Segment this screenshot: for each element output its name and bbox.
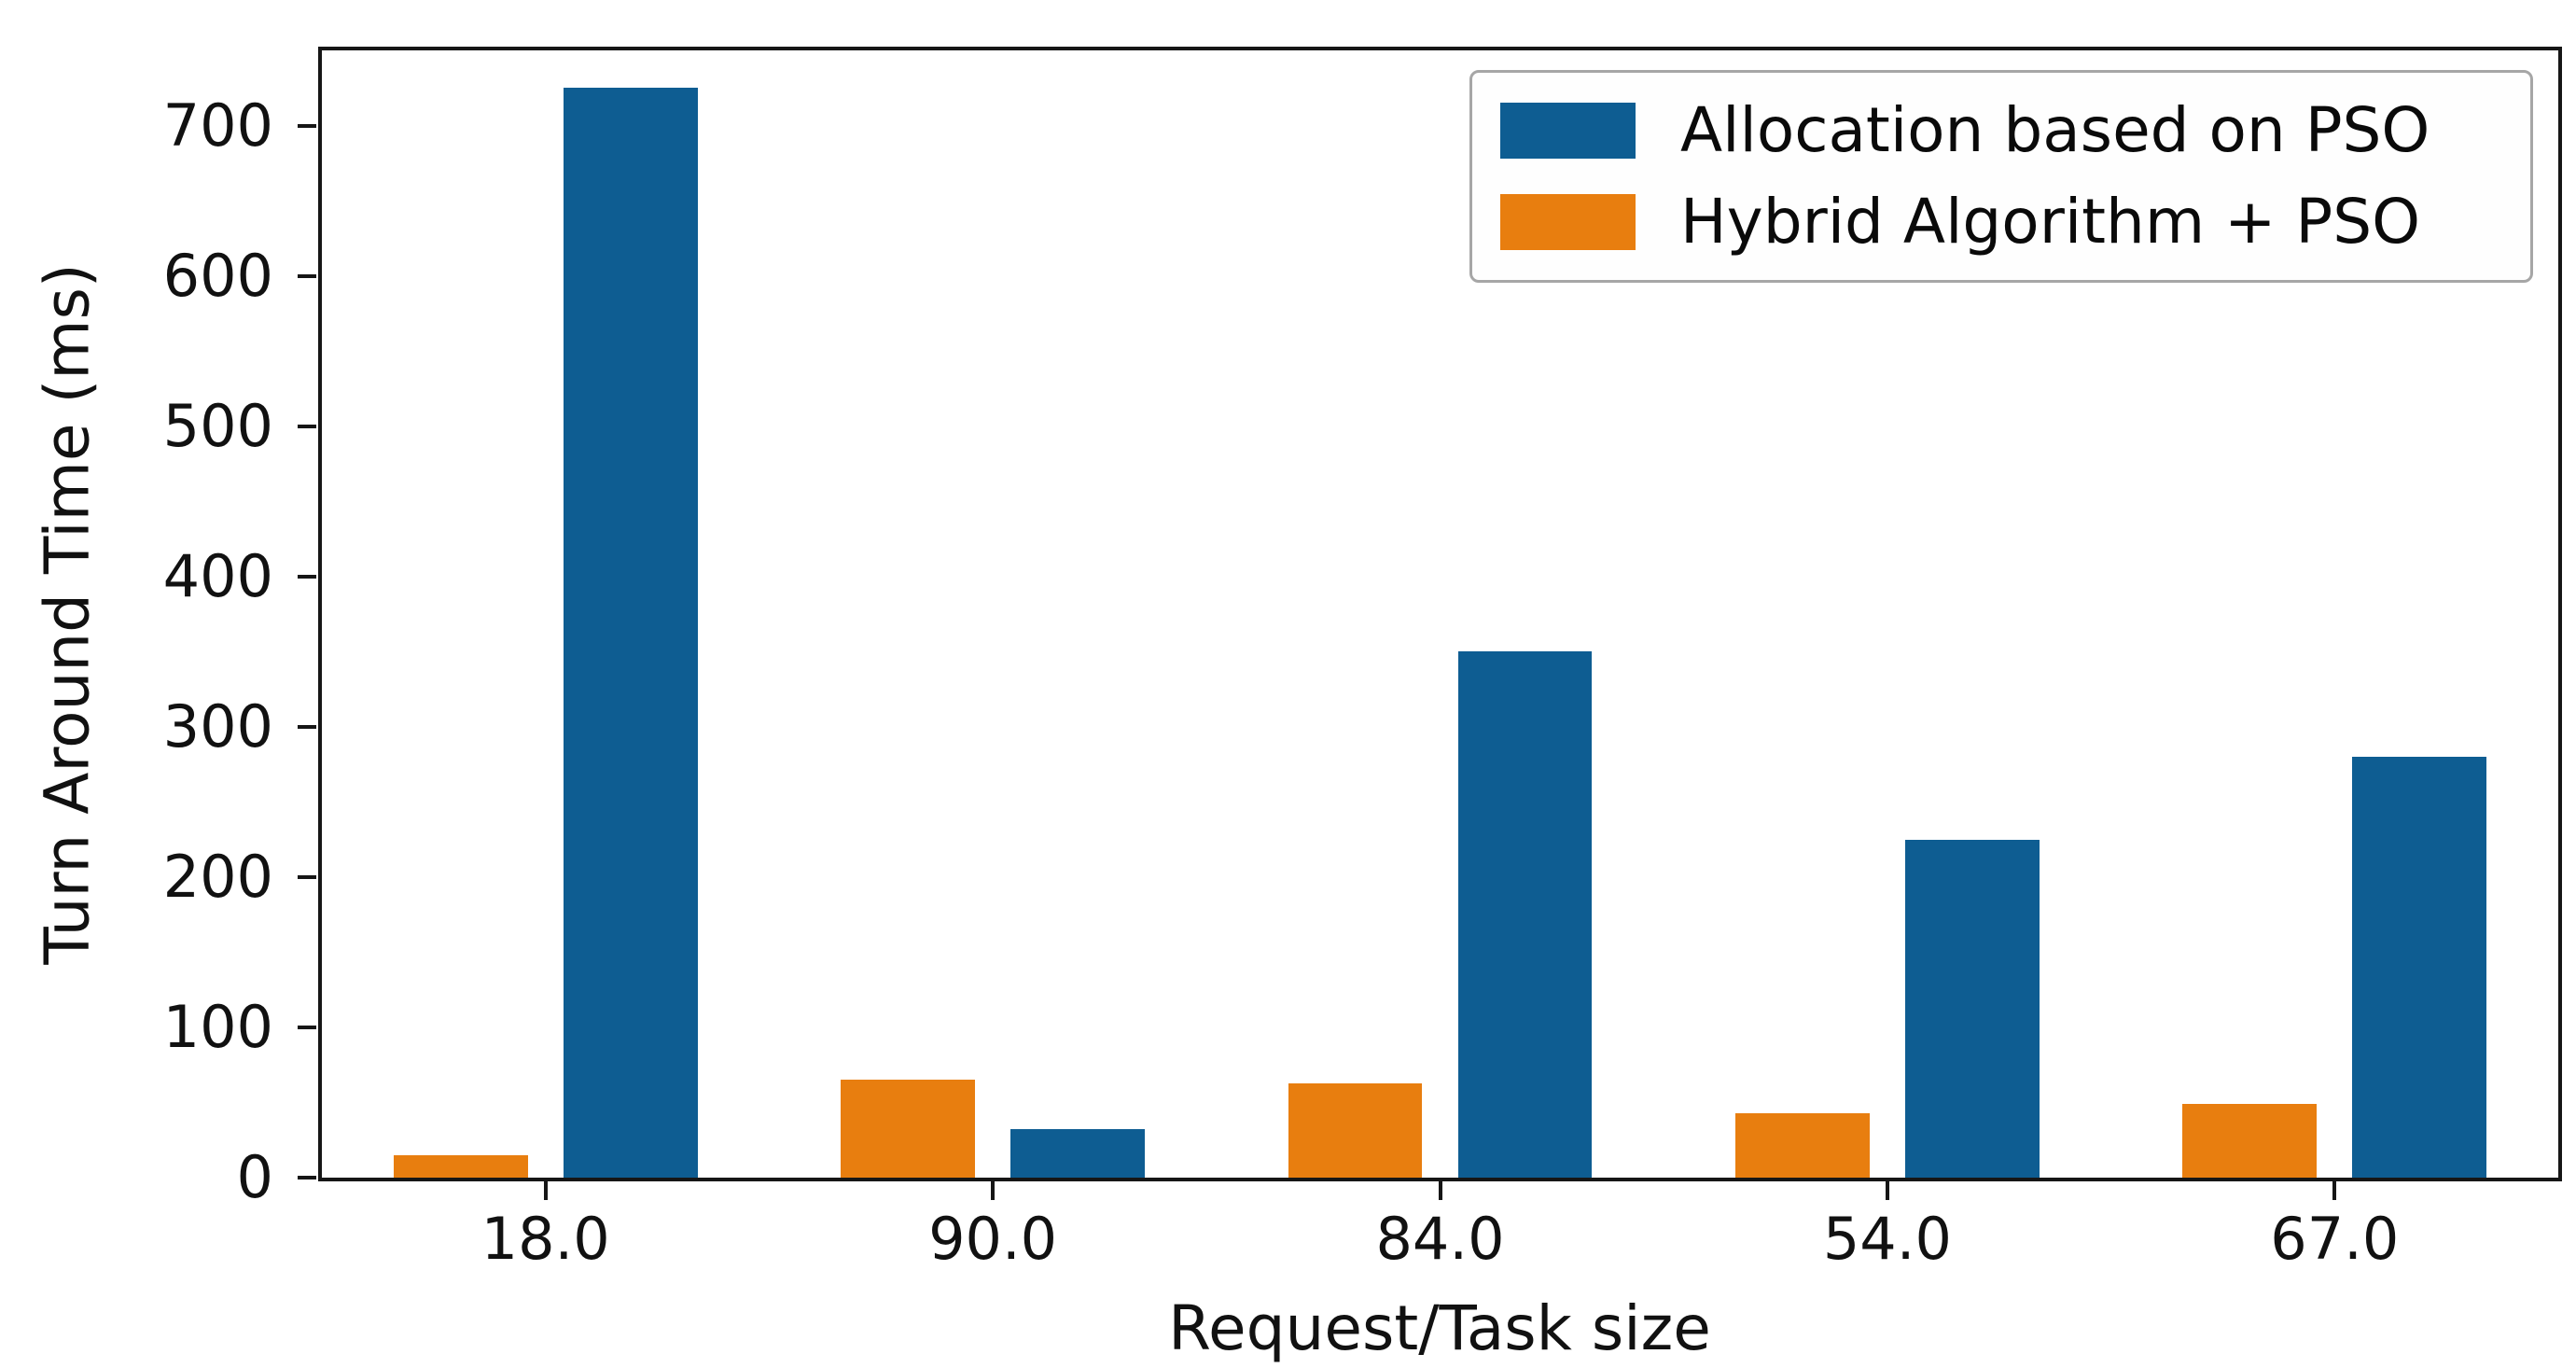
y-tick: [298, 724, 316, 729]
bar: [1010, 1129, 1146, 1178]
x-axis-title: Request/Task size: [1168, 1292, 1711, 1364]
y-tick: [298, 273, 316, 278]
y-tick: [298, 1025, 316, 1029]
x-tick-label: 67.0: [2270, 1205, 2400, 1273]
y-tick-label: 0: [236, 1143, 273, 1211]
y-tick-label: 500: [162, 391, 273, 460]
bar: [1288, 1082, 1423, 1178]
legend: Allocation based on PSO Hybrid Algorithm …: [1469, 70, 2533, 283]
y-tick: [298, 123, 316, 128]
legend-swatch: [1500, 194, 1636, 250]
y-tick-label: 100: [162, 992, 273, 1061]
y-tick: [298, 1176, 316, 1180]
x-tick: [2332, 1181, 2337, 1200]
legend-item: Hybrid Algorithm + PSO: [1500, 188, 2502, 256]
y-tick-label: 200: [162, 842, 273, 911]
legend-item: Allocation based on PSO: [1500, 97, 2502, 164]
legend-swatch: [1500, 103, 1636, 159]
bar: [393, 1154, 528, 1178]
bar: [1734, 1112, 1870, 1178]
y-tick: [298, 424, 316, 428]
bar: [563, 88, 698, 1178]
x-tick-label: 84.0: [1375, 1205, 1505, 1273]
legend-label: Allocation based on PSO: [1680, 94, 2430, 166]
bar: [2182, 1104, 2318, 1178]
legend-label: Hybrid Algorithm + PSO: [1680, 186, 2421, 258]
y-tick-label: 700: [162, 91, 273, 160]
y-tick-label: 300: [162, 691, 273, 761]
bar: [1905, 839, 2040, 1178]
x-tick: [1438, 1181, 1442, 1200]
x-tick-label: 54.0: [1822, 1205, 1952, 1273]
y-tick-label: 600: [162, 241, 273, 310]
x-tick-label: 90.0: [928, 1205, 1058, 1273]
y-tick-label: 400: [162, 541, 273, 610]
bar: [841, 1080, 975, 1178]
y-tick: [298, 874, 316, 879]
x-tick: [1885, 1181, 1889, 1200]
x-tick: [543, 1181, 548, 1200]
y-tick: [298, 574, 316, 579]
x-tick: [991, 1181, 996, 1200]
bar: [1457, 651, 1593, 1178]
x-tick-label: 18.0: [480, 1205, 610, 1273]
bar: [2352, 757, 2487, 1178]
